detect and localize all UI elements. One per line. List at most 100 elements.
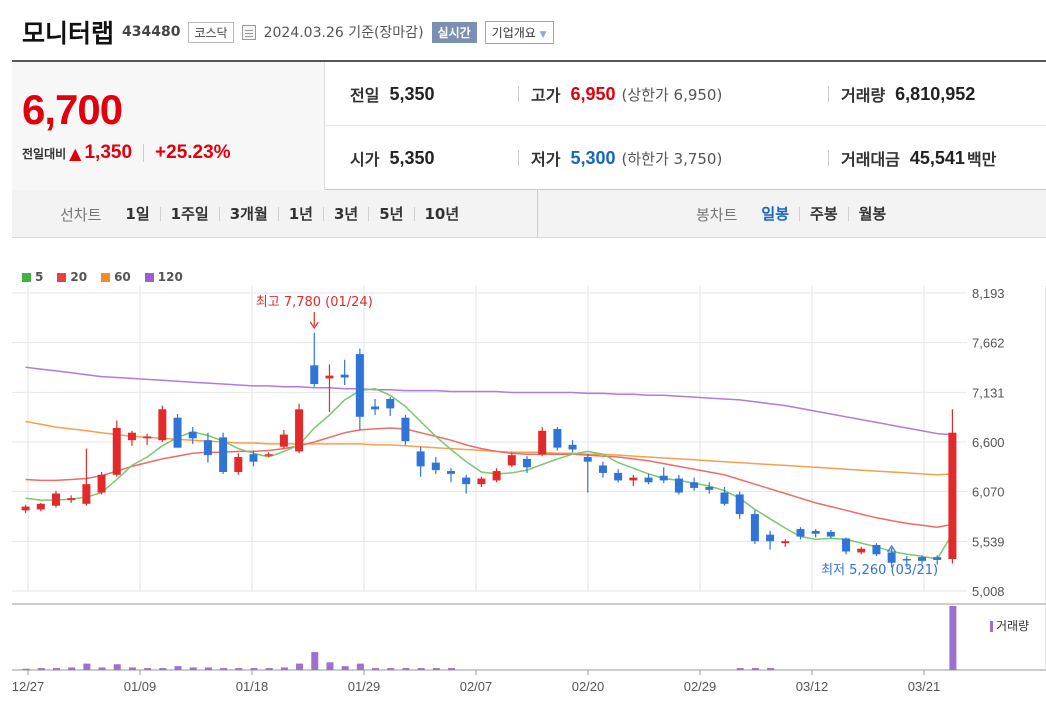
tab-1y[interactable]: 1년 <box>277 207 323 222</box>
tab-3m[interactable]: 3개월 <box>218 207 278 222</box>
candle-body <box>918 557 927 561</box>
divider <box>518 86 519 102</box>
day-high: 고가 6,950 (상한가 6,950) <box>531 62 722 126</box>
volume-bar <box>372 668 380 670</box>
volume-bar <box>402 668 410 670</box>
base-date: 2024.03.26 기준(장마감) <box>263 25 424 41</box>
high-arrowhead-icon <box>309 321 319 330</box>
legend-swatch <box>144 273 154 282</box>
candle-body <box>781 541 790 544</box>
tab-daily[interactable]: 일봉 <box>761 205 790 223</box>
x-tick-label: 01/29 <box>348 679 381 694</box>
volume-bar <box>250 668 258 670</box>
volume-bar <box>265 668 273 670</box>
candle-body <box>82 484 91 504</box>
volume-bar <box>68 667 76 670</box>
candle-body <box>842 538 851 552</box>
volume-bar <box>341 666 349 670</box>
candle-body <box>522 458 531 468</box>
volume-bar <box>159 668 167 670</box>
candle-body <box>416 451 425 467</box>
volume-bar <box>37 668 45 670</box>
tab-weekly[interactable]: 주봉 <box>799 207 848 222</box>
candle-body <box>735 494 744 515</box>
change-percent: +25.23% <box>155 142 231 163</box>
legend-label: 20 <box>70 270 88 284</box>
ma20-line <box>25 427 953 528</box>
low-value: 5,300 <box>570 147 616 168</box>
amount-value: 45,541 <box>909 147 965 168</box>
prev-label: 전일 <box>350 86 380 105</box>
volume-bar <box>235 668 243 670</box>
open-price: 시가 5,350 <box>350 126 435 190</box>
volume-bar <box>189 667 197 670</box>
y-tick-label: 7,131 <box>972 385 1005 400</box>
price-chart[interactable]: 8,193 7,662 7,131 6,600 6,070 5,539 5,008 12/27… <box>12 286 1046 711</box>
y-tick-label: 5,008 <box>972 584 1005 599</box>
company-overview-button[interactable]: 기업개요 ▼ <box>484 20 554 44</box>
current-price-box: 6,700 전일대비 ▲ 1,350 +25.23% <box>12 62 325 190</box>
low-label: 저가 <box>531 150 561 169</box>
volume-swatch <box>990 621 993 632</box>
volume-bar <box>83 663 91 670</box>
volume-bar <box>98 667 106 670</box>
x-tick-label: 03/21 <box>908 679 941 694</box>
tab-1w[interactable]: 1주일 <box>159 207 219 222</box>
upper-limit: (상한가 6,950) <box>621 85 723 104</box>
candle-body <box>401 417 410 442</box>
day-low: 저가 5,300 (하한가 3,750) <box>531 126 722 190</box>
candle-body <box>796 529 805 537</box>
candle-body <box>340 374 349 378</box>
candle-body <box>51 493 60 506</box>
candle-body <box>462 477 471 485</box>
trade-amount: 거래대금 45,541 백만 <box>841 126 996 190</box>
divider <box>518 150 519 166</box>
high-value: 6,950 <box>570 83 616 104</box>
divider <box>828 150 829 166</box>
stock-code: 434480 <box>122 24 181 40</box>
candle-body <box>826 531 835 537</box>
x-tick-label: 02/29 <box>684 679 717 694</box>
tab-10y[interactable]: 10년 <box>413 207 470 222</box>
candle-body <box>553 428 562 448</box>
dropdown-arrow-icon: ▼ <box>539 29 547 40</box>
ma120-line <box>25 366 953 436</box>
y-tick-label: 7,662 <box>972 336 1005 351</box>
lower-limit: (하한가 3,750) <box>621 149 723 168</box>
candle-body <box>644 477 653 483</box>
ma-legend: 5 20 60 120 <box>22 270 183 284</box>
candle-body <box>507 455 516 466</box>
tab-3y[interactable]: 3년 <box>323 207 368 222</box>
candle-body <box>933 557 942 560</box>
amount-unit: 백만 <box>966 150 997 169</box>
candle-body <box>750 514 759 542</box>
candle-chart-tabs: 봉차트 일봉 주봉 월봉 <box>696 190 896 238</box>
volume-bar <box>22 668 30 670</box>
volume-bar <box>949 606 957 670</box>
volume-bar <box>417 668 425 670</box>
candle-body <box>264 454 273 456</box>
tab-5y[interactable]: 5년 <box>368 207 413 222</box>
legend-swatch <box>101 273 111 282</box>
tab-monthly[interactable]: 월봉 <box>847 207 897 222</box>
quote-row-2: 시가 5,350 저가 5,300 (하한가 3,750) 거래대금 45,54… <box>326 126 1046 190</box>
realtime-button[interactable]: 실시간 <box>431 21 477 43</box>
change-value: 1,350 <box>84 142 133 163</box>
low-annotation: 최저 5,260 (03/21) <box>821 563 938 578</box>
volume-bar <box>736 668 744 670</box>
legend-label: 60 <box>114 270 131 284</box>
stock-name[interactable]: 모니터랩 <box>22 19 115 48</box>
candle-body <box>477 478 486 485</box>
volume-bar <box>296 663 304 670</box>
candle-body <box>705 486 714 490</box>
tab-1d[interactable]: 1일 <box>125 205 150 223</box>
candle-body <box>295 409 304 452</box>
candle-body <box>629 477 638 481</box>
volume-legend: 거래량 <box>990 617 1029 634</box>
candle-body <box>325 375 334 379</box>
candle-body <box>158 409 167 441</box>
x-tick-label: 02/07 <box>460 679 493 694</box>
candle-body <box>598 465 607 473</box>
high-label: 고가 <box>531 86 561 105</box>
y-tick-label: 5,539 <box>972 534 1005 549</box>
